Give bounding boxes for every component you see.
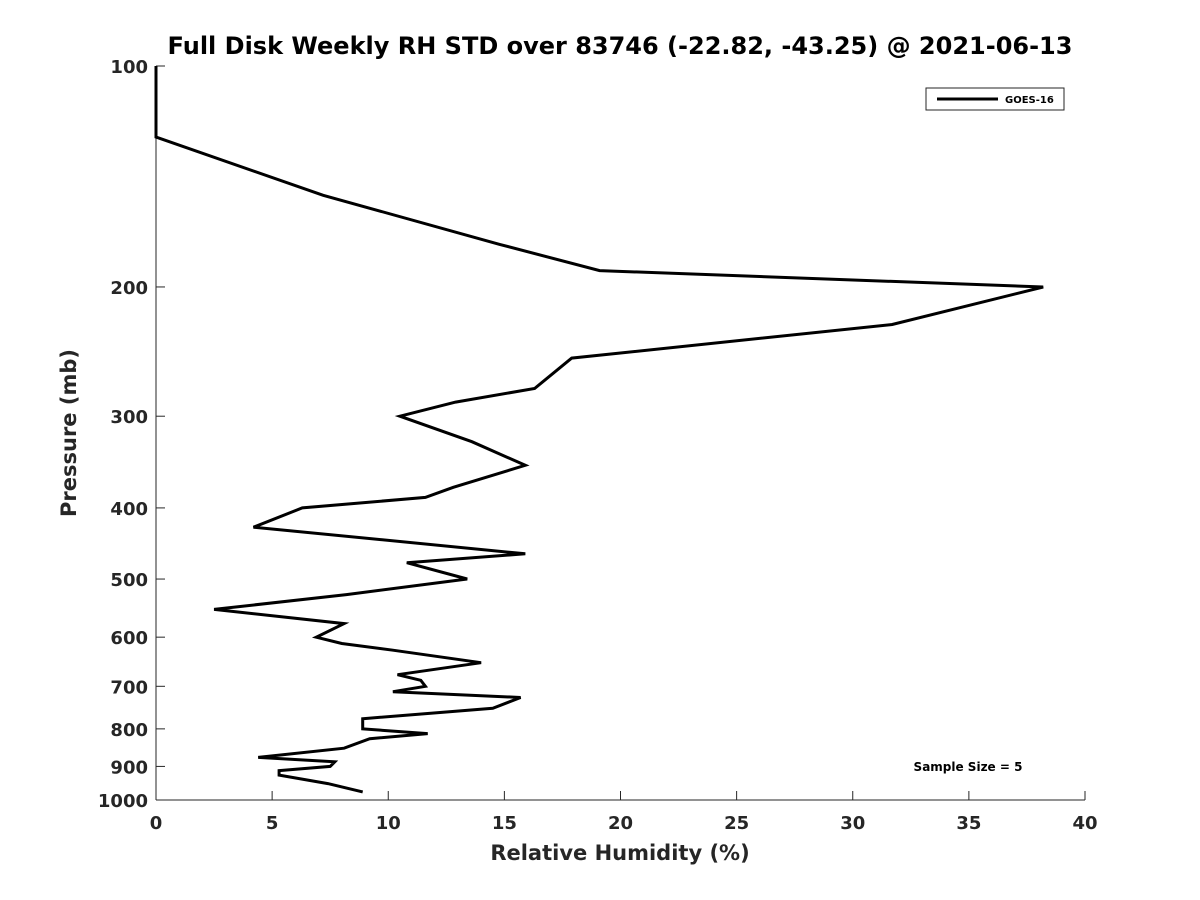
y-tick-label: 600 xyxy=(110,628,148,649)
x-tick-label: 30 xyxy=(840,813,865,834)
x-tick-label: 40 xyxy=(1072,813,1097,834)
y-tick-label: 800 xyxy=(110,720,148,741)
x-tick-label: 35 xyxy=(956,813,981,834)
y-axis-label: Pressure (mb) xyxy=(57,349,81,517)
x-tick-label: 10 xyxy=(376,813,401,834)
y-tick-label: 200 xyxy=(110,278,148,299)
sample-size-annotation: Sample Size = 5 xyxy=(914,760,1023,774)
y-tick-label: 400 xyxy=(110,499,148,520)
x-tick-label: 15 xyxy=(492,813,517,834)
x-ticks: 0 5 10 15 20 25 30 35 40 xyxy=(150,791,1098,834)
x-tick-label: 20 xyxy=(608,813,633,834)
y-ticks: 100 200 300 400 500 600 700 800 900 1000 xyxy=(98,57,165,812)
legend-label-goes16: GOES-16 xyxy=(1005,95,1054,106)
y-tick-label: 100 xyxy=(110,57,148,78)
x-tick-label: 0 xyxy=(150,813,163,834)
y-tick-label: 300 xyxy=(110,407,148,428)
x-tick-label: 25 xyxy=(724,813,749,834)
series-line-goes16 xyxy=(154,66,1044,794)
chart-title: Full Disk Weekly RH STD over 83746 (-22.… xyxy=(168,32,1073,60)
x-tick-label: 5 xyxy=(266,813,279,834)
series-layer xyxy=(154,66,1044,794)
y-tick-label: 1000 xyxy=(98,791,148,812)
y-tick-label: 900 xyxy=(110,757,148,778)
plot-area xyxy=(155,66,1085,801)
legend: GOES-16 xyxy=(925,87,1065,111)
x-axis-label: Relative Humidity (%) xyxy=(490,841,749,865)
y-tick-label: 500 xyxy=(110,570,148,591)
y-tick-label: 700 xyxy=(110,677,148,698)
